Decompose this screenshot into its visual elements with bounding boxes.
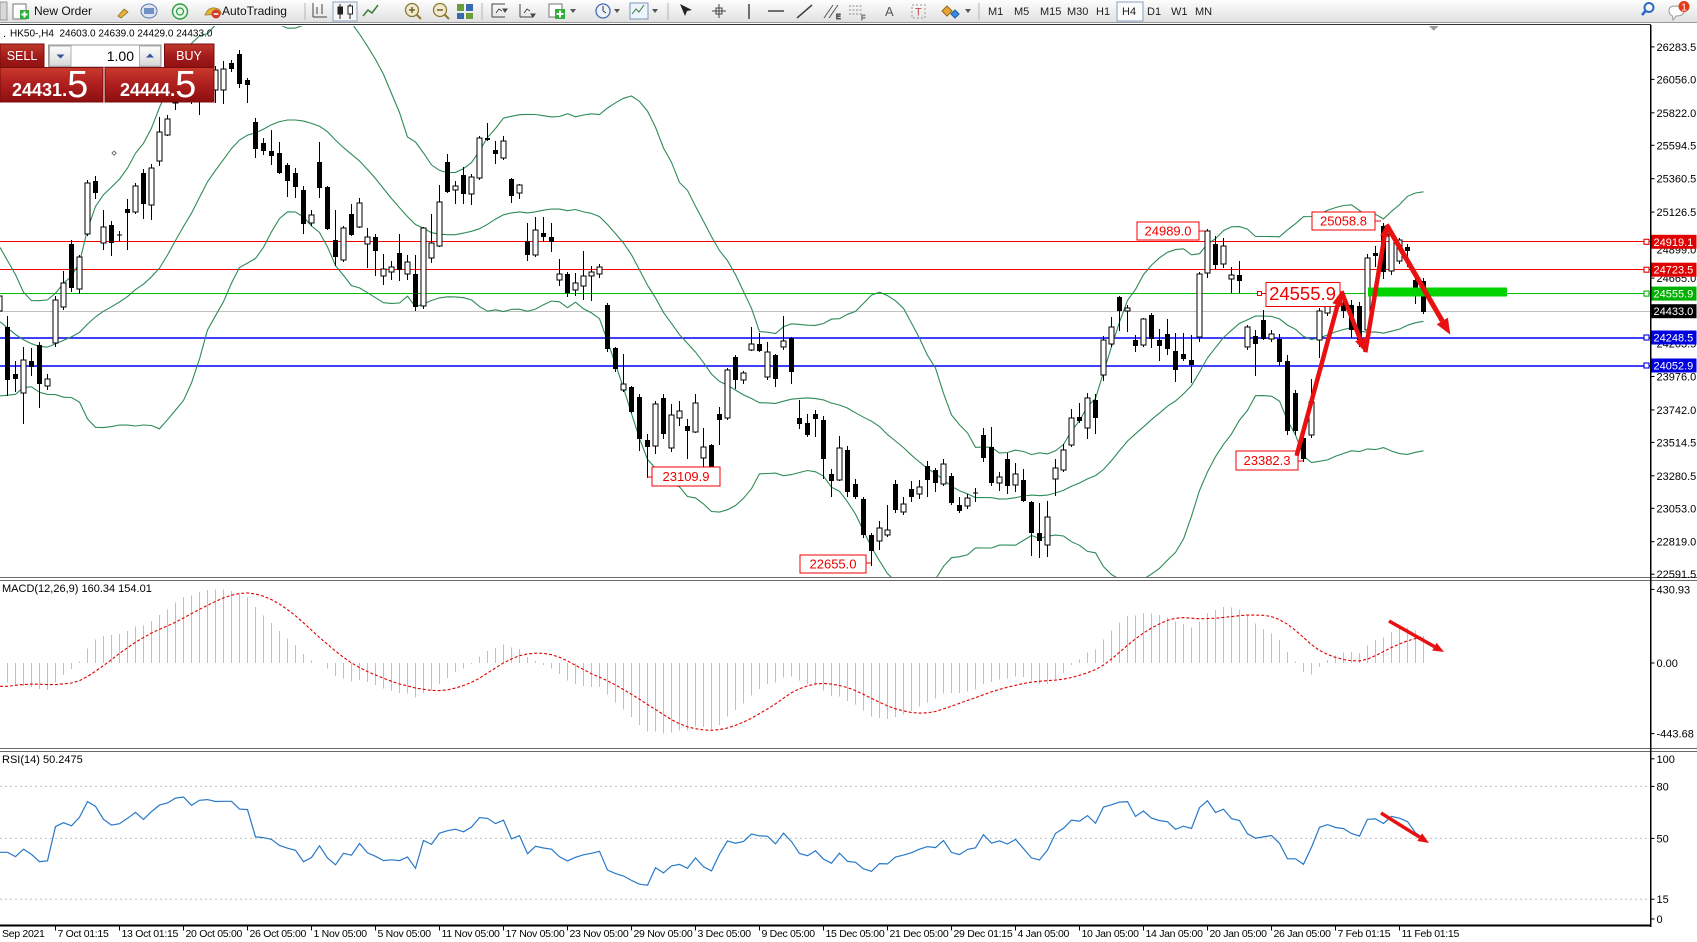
svg-text:21 Dec 05:00: 21 Dec 05:00: [890, 928, 949, 940]
svg-text:24555.9: 24555.9: [1269, 283, 1336, 304]
svg-text:25126.5: 25126.5: [1657, 207, 1697, 219]
svg-text:23280.5: 23280.5: [1657, 471, 1697, 483]
svg-text:11 Feb 01:15: 11 Feb 01:15: [1402, 928, 1460, 940]
svg-text:80: 80: [1657, 781, 1669, 793]
svg-text:Sep 2021: Sep 2021: [2, 928, 45, 940]
svg-text:.: .: [3, 28, 6, 40]
svg-text:24433.0: 24433.0: [1654, 306, 1694, 318]
svg-text:H1: H1: [1096, 6, 1110, 18]
svg-text:F: F: [861, 15, 865, 22]
svg-text:17 Nov 05:00: 17 Nov 05:00: [506, 928, 565, 940]
svg-text:15: 15: [1657, 894, 1669, 906]
svg-text:5 Nov 05:00: 5 Nov 05:00: [378, 928, 432, 940]
svg-text:E: E: [836, 14, 841, 21]
svg-text:24555.9: 24555.9: [1654, 289, 1694, 301]
svg-text:25822.0: 25822.0: [1657, 108, 1697, 120]
svg-text:1.00: 1.00: [107, 48, 134, 64]
svg-text:A: A: [885, 4, 894, 19]
svg-text:14 Jan 05:00: 14 Jan 05:00: [1146, 928, 1204, 940]
svg-text:24723.5: 24723.5: [1654, 265, 1694, 277]
svg-text:29 Nov 05:00: 29 Nov 05:00: [634, 928, 693, 940]
svg-text:20 Oct 05:00: 20 Oct 05:00: [186, 928, 243, 940]
svg-text:20 Jan 05:00: 20 Jan 05:00: [1210, 928, 1268, 940]
svg-text:M5: M5: [1014, 6, 1029, 18]
svg-text:22819.0: 22819.0: [1657, 537, 1697, 549]
svg-text:23053.0: 23053.0: [1657, 503, 1697, 515]
svg-text:7 Feb 01:15: 7 Feb 01:15: [1338, 928, 1391, 940]
svg-text:0.00: 0.00: [1657, 658, 1678, 670]
svg-text:25058.8: 25058.8: [1320, 214, 1367, 229]
svg-text:-443.68: -443.68: [1657, 729, 1694, 741]
svg-text:11 Nov 05:00: 11 Nov 05:00: [442, 928, 501, 940]
svg-text:24248.5: 24248.5: [1654, 333, 1694, 345]
svg-text:22655.0: 22655.0: [810, 557, 857, 572]
svg-text:24989.0: 24989.0: [1145, 224, 1192, 239]
svg-text:H4: H4: [1122, 6, 1136, 18]
svg-text:RSI(14) 50.2475: RSI(14) 50.2475: [2, 754, 83, 766]
svg-text:26 Jan 05:00: 26 Jan 05:00: [1274, 928, 1332, 940]
svg-text:HK50-,H4 24603.0 24639.0 2442: HK50-,H4 24603.0 24639.0 24429.0 24433.0: [10, 29, 213, 40]
svg-text:7 Oct 01:15: 7 Oct 01:15: [58, 928, 109, 940]
svg-text:W1: W1: [1171, 6, 1188, 18]
svg-text:1 Nov 05:00: 1 Nov 05:00: [314, 928, 368, 940]
svg-text:23382.3: 23382.3: [1244, 453, 1291, 468]
svg-text:10 Jan 05:00: 10 Jan 05:00: [1082, 928, 1140, 940]
svg-text:MN: MN: [1195, 6, 1212, 18]
svg-text:BUY: BUY: [176, 49, 202, 63]
svg-text:50: 50: [1657, 833, 1669, 845]
svg-text:25594.5: 25594.5: [1657, 140, 1697, 152]
svg-text:15 Dec 05:00: 15 Dec 05:00: [826, 928, 885, 940]
svg-text:T: T: [915, 7, 922, 19]
svg-text:4 Jan 05:00: 4 Jan 05:00: [1018, 928, 1070, 940]
svg-text:SELL: SELL: [7, 49, 38, 63]
svg-text:22591.5: 22591.5: [1657, 569, 1697, 581]
svg-text:26056.0: 26056.0: [1657, 74, 1697, 86]
svg-text:M1: M1: [988, 6, 1003, 18]
svg-text:26283.5: 26283.5: [1657, 42, 1697, 54]
svg-text:25360.5: 25360.5: [1657, 174, 1697, 186]
svg-text:100: 100: [1657, 754, 1675, 766]
svg-text:13 Oct 01:15: 13 Oct 01:15: [122, 928, 179, 940]
svg-text:M30: M30: [1067, 6, 1088, 18]
svg-text:430.93: 430.93: [1657, 584, 1691, 596]
svg-text:3 Dec 05:00: 3 Dec 05:00: [698, 928, 752, 940]
svg-text:23976.0: 23976.0: [1657, 372, 1697, 384]
svg-text:M15: M15: [1040, 6, 1061, 18]
svg-text:D1: D1: [1147, 6, 1161, 18]
svg-text:24444.5: 24444.5: [120, 64, 196, 106]
svg-text:23 Nov 05:00: 23 Nov 05:00: [570, 928, 629, 940]
svg-text:0: 0: [1657, 914, 1663, 926]
svg-text:29 Dec 01:15: 29 Dec 01:15: [954, 928, 1013, 940]
svg-text:MACD(12,26,9) 160.34 154.01: MACD(12,26,9) 160.34 154.01: [2, 583, 152, 595]
svg-text:26 Oct 05:00: 26 Oct 05:00: [250, 928, 307, 940]
svg-text:23109.9: 23109.9: [663, 469, 710, 484]
svg-text:24052.9: 24052.9: [1654, 361, 1694, 373]
svg-text:23514.5: 23514.5: [1657, 437, 1697, 449]
svg-text:24431.5: 24431.5: [12, 64, 88, 106]
svg-text:24919.1: 24919.1: [1654, 237, 1694, 249]
svg-text:9 Dec 05:00: 9 Dec 05:00: [762, 928, 816, 940]
svg-text:1: 1: [1681, 3, 1687, 14]
svg-text:23742.0: 23742.0: [1657, 405, 1697, 417]
